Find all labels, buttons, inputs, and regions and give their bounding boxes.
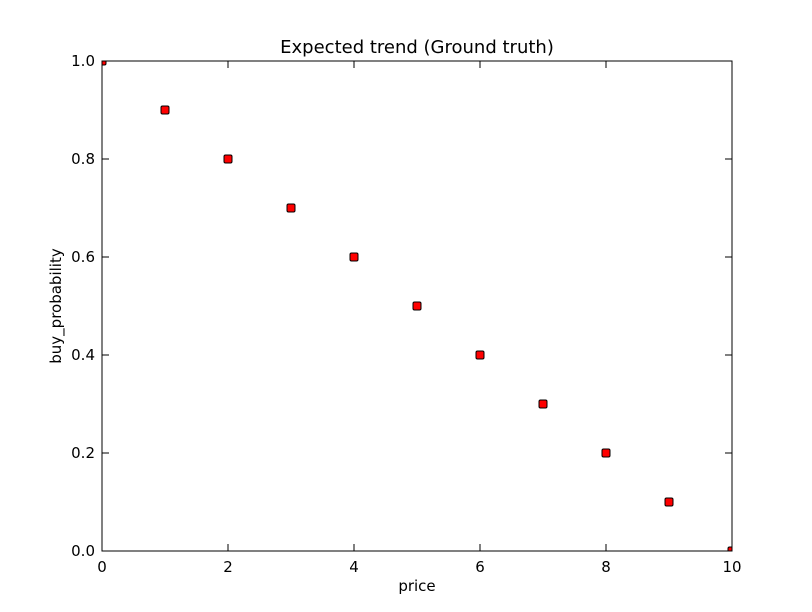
data-point	[223, 154, 233, 164]
x-tick-label: 6	[475, 558, 485, 576]
data-point	[412, 301, 422, 311]
x-tick-label: 4	[349, 558, 359, 576]
x-tick-label: 2	[223, 558, 233, 576]
x-tick-label: 10	[722, 558, 741, 576]
x-tick-label: 8	[601, 558, 611, 576]
data-point	[601, 448, 611, 458]
chart-title: Expected trend (Ground truth)	[280, 37, 554, 58]
y-tick-label: 0.2	[71, 444, 95, 462]
y-axis-label: buy_probability	[47, 248, 66, 364]
data-points-layer	[102, 61, 732, 551]
y-tick-label: 0.6	[71, 248, 95, 266]
x-axis-label: price	[398, 577, 435, 595]
y-tick-label: 0.0	[71, 542, 95, 560]
x-tick-label: 0	[97, 558, 107, 576]
data-point	[664, 497, 674, 507]
data-point	[349, 252, 359, 262]
data-point	[538, 399, 548, 409]
data-point	[727, 546, 732, 551]
data-point	[160, 105, 170, 115]
data-point	[475, 350, 485, 360]
data-point	[102, 61, 107, 66]
ticks-layer: 0 2 4 6 8 10 0.0 0.2 0.4 0.6 0.8 1.0	[71, 52, 741, 576]
data-point	[286, 203, 296, 213]
y-tick-label: 1.0	[71, 52, 95, 70]
y-tick-label: 0.8	[71, 150, 95, 168]
plot-frame	[101, 60, 733, 552]
y-tick-label: 0.4	[71, 346, 95, 364]
